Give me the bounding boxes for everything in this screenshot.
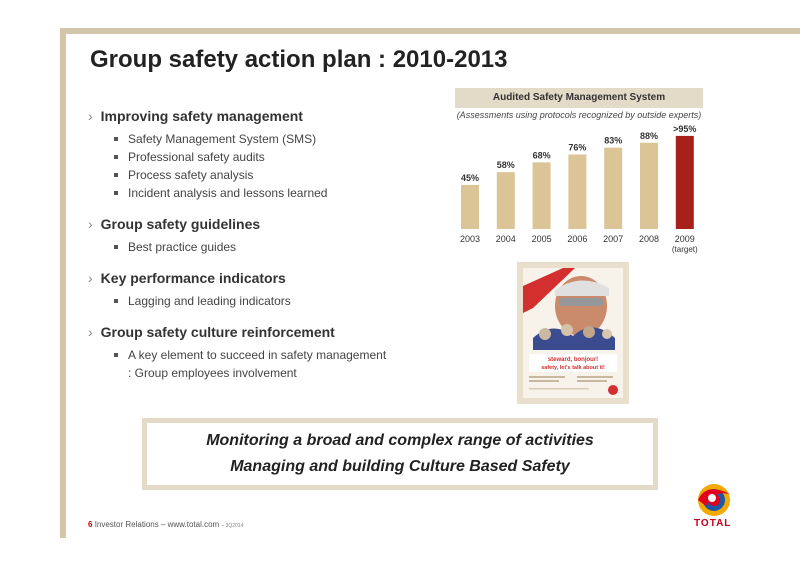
chart-plot: 45% 2003 58% 2004 68% 2005 76% 2006 83% 2007 88% 20…: [460, 124, 698, 254]
value-label: 76%: [568, 143, 586, 153]
section-safety-management: › Improving safety management Safety Mana…: [88, 108, 428, 202]
category-label: 2007: [603, 234, 623, 244]
sub-item: Best practice guides: [114, 238, 428, 256]
bar-2005: [532, 162, 551, 229]
chart-subtitle: (Assessments using protocols recognized …: [456, 110, 702, 120]
bullet-list: › Improving safety management Safety Mana…: [88, 108, 428, 396]
poster-image: steward, bonjour! safety, let's talk abo…: [523, 268, 623, 398]
chevron-right-icon: ›: [88, 324, 93, 340]
value-label: >95%: [673, 124, 696, 134]
sub-item: Safety Management System (SMS): [114, 130, 428, 148]
bullet-icon: [114, 245, 118, 249]
chevron-right-icon: ›: [88, 108, 93, 124]
bullet-icon: [114, 299, 118, 303]
chevron-right-icon: ›: [88, 270, 93, 286]
value-label: 68%: [533, 150, 551, 160]
total-logo-text: TOTAL: [694, 518, 732, 529]
frame-left-border: [60, 28, 66, 538]
footer-text: Investor Relations – www.total.com: [94, 520, 220, 529]
total-logo-icon: [698, 484, 730, 516]
category-label: 2005: [532, 234, 552, 244]
sub-item: A key element to succeed in safety manag…: [114, 346, 428, 382]
sub-item: Incident analysis and lessons learned: [114, 184, 428, 202]
page-number: 6: [88, 520, 93, 529]
safety-chart: Audited Safety Management System (Assess…: [455, 88, 705, 258]
bar-2008: [640, 142, 658, 229]
bullet-icon: [114, 353, 118, 357]
value-label: 88%: [640, 131, 658, 141]
banner-line-1: Monitoring a broad and complex range of …: [206, 432, 594, 449]
banner-line-2: Managing and building Culture Based Safe…: [230, 458, 570, 475]
bar-2004: [496, 172, 515, 229]
chart-title: Audited Safety Management System: [455, 88, 703, 108]
footer-code: – 3Q2014: [221, 523, 244, 529]
sub-item: Process safety analysis: [114, 166, 428, 184]
poster-headline-2: safety, let's talk about it!: [541, 365, 605, 371]
slide-title: Group safety action plan : 2010-2013: [90, 46, 508, 73]
category-label: 2008: [639, 234, 659, 244]
sub-item: Professional safety audits: [114, 148, 428, 166]
bullet-icon: [114, 155, 118, 159]
chevron-right-icon: ›: [88, 216, 93, 232]
bar-2009: [675, 135, 694, 229]
value-label: 83%: [604, 136, 622, 146]
section-kpi: › Key performance indicators Lagging and …: [88, 270, 428, 310]
footer: 6 Investor Relations – www.total.com – 3…: [88, 520, 243, 529]
category-label: 2004: [496, 234, 516, 244]
category-label: 2009: [675, 234, 695, 244]
section-heading: Group safety culture reinforcement: [100, 324, 335, 340]
safety-poster: steward, bonjour! safety, let's talk abo…: [517, 262, 629, 404]
sub-item: Lagging and leading indicators: [114, 292, 428, 310]
bullet-icon: [114, 191, 118, 195]
section-culture: › Group safety culture reinforcement A ke…: [88, 324, 428, 382]
section-guidelines: › Group safety guidelines Best practice g…: [88, 216, 428, 256]
category-label: 2006: [567, 234, 587, 244]
bullet-icon: [114, 173, 118, 177]
bar-2003: [461, 184, 479, 229]
summary-banner: Monitoring a broad and complex range of …: [142, 418, 658, 490]
category-label: 2003: [460, 234, 480, 244]
bar-2006: [568, 154, 587, 229]
frame-top-border: [60, 28, 800, 34]
poster-headline-1: steward, bonjour!: [548, 357, 598, 363]
category-note: (target): [672, 245, 698, 254]
bar-2007: [604, 147, 623, 229]
section-heading: Key performance indicators: [100, 270, 286, 286]
section-heading: Group safety guidelines: [100, 216, 261, 232]
value-label: 45%: [461, 173, 479, 183]
bullet-icon: [114, 137, 118, 141]
section-heading: Improving safety management: [100, 108, 303, 124]
value-label: 58%: [497, 160, 515, 170]
